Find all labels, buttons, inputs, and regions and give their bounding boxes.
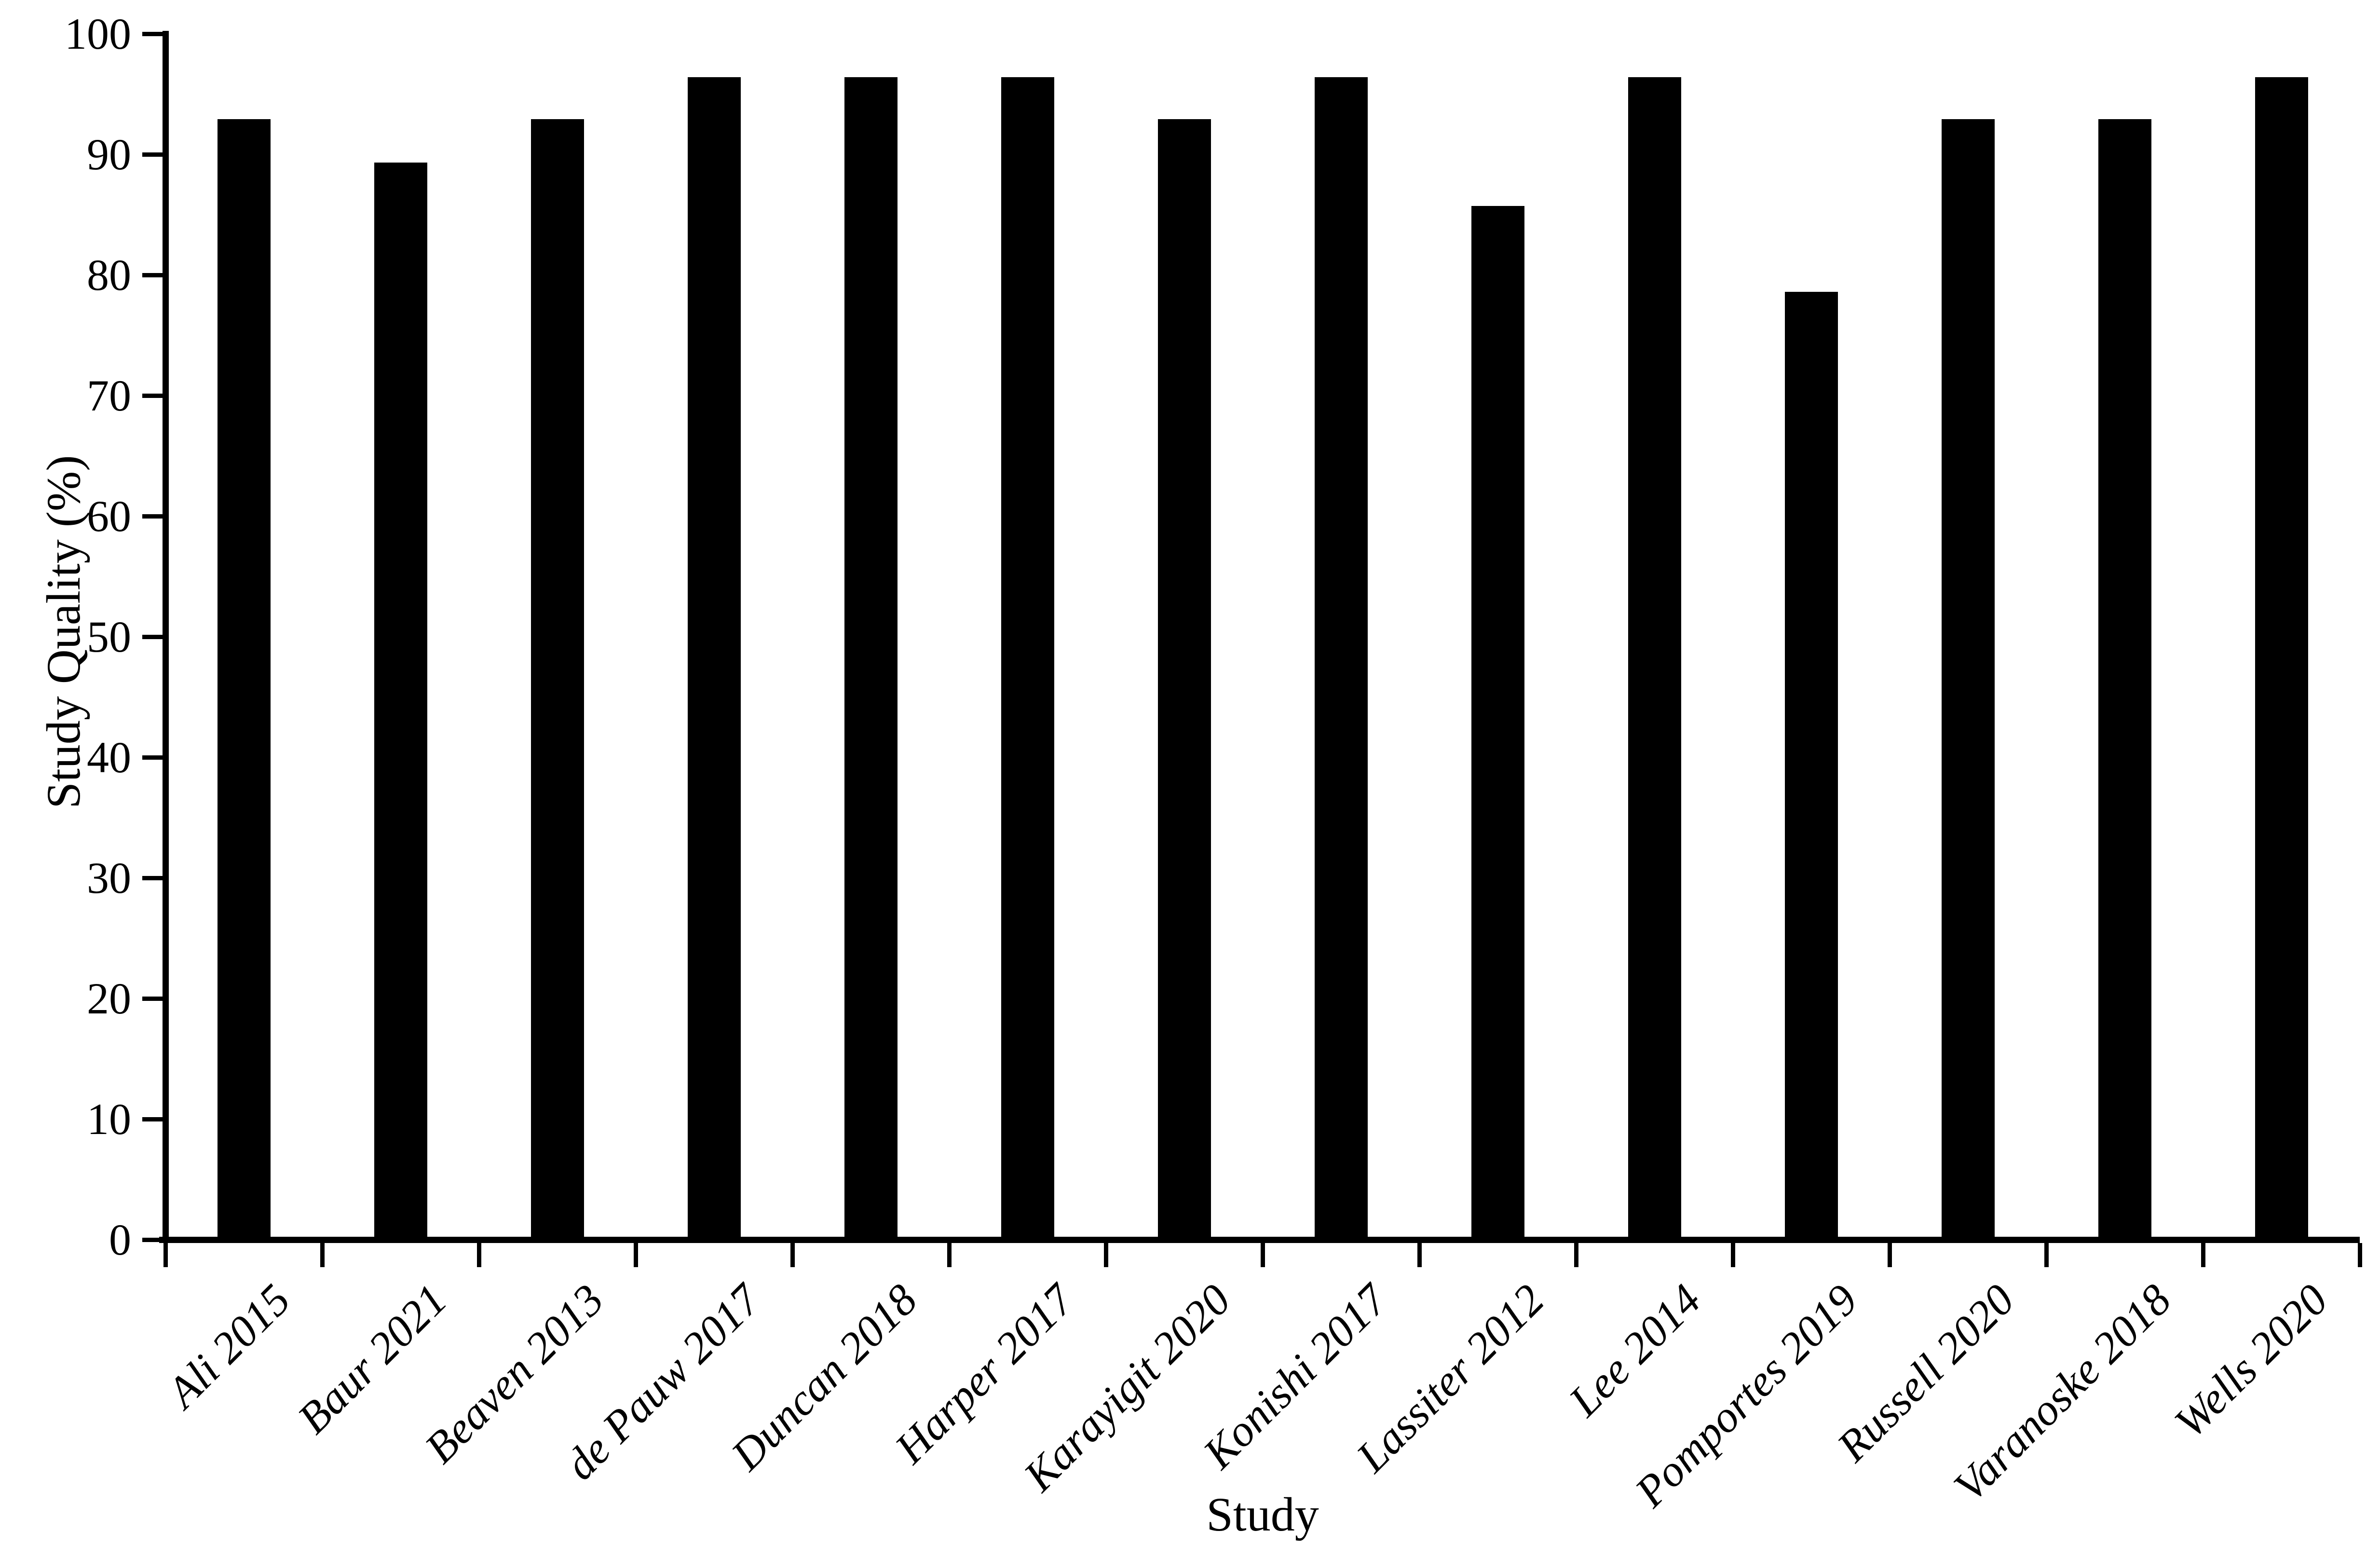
y-tick	[142, 514, 165, 519]
y-tick-label: 0	[109, 1215, 131, 1264]
bar-varanoske-2018	[2098, 119, 2151, 1240]
y-tick	[142, 32, 165, 36]
bar-ali-2015	[218, 119, 271, 1240]
bar-beaven-2013	[531, 119, 584, 1240]
bar-lassiter-2012	[1471, 206, 1524, 1240]
x-tick	[320, 1243, 325, 1267]
bar-russell-2020	[1942, 119, 1995, 1240]
y-tick-label: 70	[87, 371, 131, 420]
y-tick	[142, 394, 165, 398]
y-tick-label: 50	[87, 612, 131, 661]
y-tick	[142, 876, 165, 880]
bar-wells-2020	[2255, 77, 2308, 1240]
x-tick	[947, 1243, 952, 1267]
x-tick	[634, 1243, 638, 1267]
bar-harper-2017	[1001, 77, 1054, 1240]
y-axis-line	[163, 31, 169, 1243]
bar-pomportes-2019	[1785, 292, 1838, 1240]
bar-baur-2021	[374, 163, 427, 1240]
x-tick	[2201, 1243, 2205, 1267]
bar-duncan-2018	[844, 77, 898, 1240]
y-tick	[142, 755, 165, 760]
y-tick	[142, 997, 165, 1001]
y-tick	[142, 1238, 165, 1242]
bar-de-pauw-2017	[688, 77, 741, 1240]
y-tick	[142, 1117, 165, 1121]
y-tick	[142, 152, 165, 157]
x-tick	[1574, 1243, 1578, 1267]
y-tick	[142, 635, 165, 639]
x-category-label: Ali 2015	[157, 1274, 299, 1417]
x-tick	[1888, 1243, 1892, 1267]
x-tick	[1104, 1243, 1108, 1267]
x-tick	[2358, 1243, 2362, 1267]
y-tick-label: 90	[87, 130, 131, 179]
y-tick-label: 60	[87, 492, 131, 541]
x-tick	[1417, 1243, 1422, 1267]
y-tick-label: 10	[87, 1094, 131, 1144]
x-tick	[477, 1243, 481, 1267]
x-tick	[1731, 1243, 1735, 1267]
x-tick	[1261, 1243, 1265, 1267]
x-axis-title: Study	[1206, 1488, 1319, 1541]
y-tick-label: 80	[87, 250, 131, 300]
y-tick-label: 100	[65, 9, 131, 58]
bar-konishi-2017	[1315, 77, 1368, 1240]
x-tick	[2044, 1243, 2049, 1267]
y-tick-label: 20	[87, 974, 131, 1023]
x-tick	[163, 1243, 168, 1267]
x-tick	[790, 1243, 795, 1267]
x-axis-line	[159, 1237, 2360, 1243]
y-tick-label: 40	[87, 733, 131, 782]
y-tick	[142, 273, 165, 277]
y-tick-label: 30	[87, 853, 131, 902]
bar-karayigit-2020	[1158, 119, 1211, 1240]
bar-lee-2014	[1628, 77, 1681, 1240]
